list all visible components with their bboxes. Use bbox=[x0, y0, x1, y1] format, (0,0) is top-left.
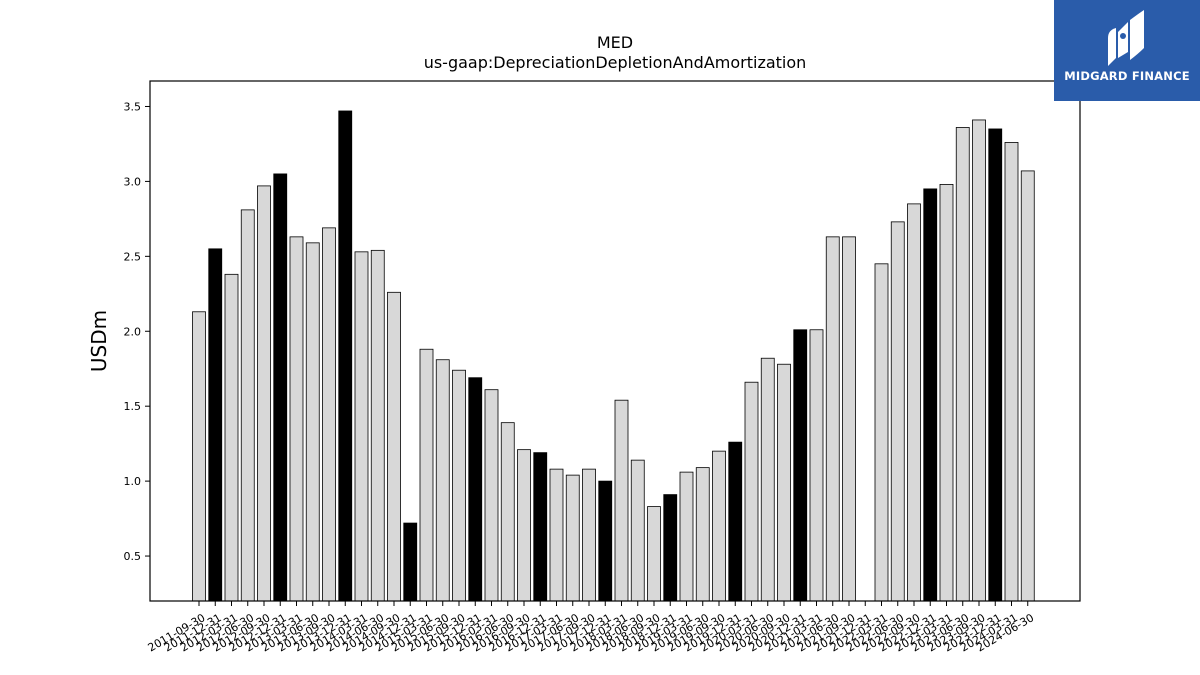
bar-2012-12-31 bbox=[273, 173, 288, 602]
bar-2023-12-31 bbox=[988, 128, 1003, 602]
midgard-finance-logo: MIDGARD FINANCE bbox=[1054, 0, 1200, 101]
bar-2021-09-30 bbox=[842, 236, 856, 602]
bar-2024-06-30 bbox=[1020, 170, 1035, 602]
bar-2021-03-31 bbox=[809, 329, 824, 602]
bar-2019-12-31 bbox=[728, 441, 743, 602]
y-tick-label: 2.5 bbox=[124, 250, 142, 263]
bar-2024-03-31 bbox=[1004, 142, 1019, 602]
bar-2015-09-30 bbox=[452, 369, 466, 602]
bar-2022-09-30 bbox=[907, 203, 921, 602]
y-tick-label: 3.0 bbox=[124, 175, 142, 188]
y-axis: 0.5 1.0 1.5 2.0 2.5 3.0 3.5 bbox=[124, 100, 150, 563]
bar-2011-12-31 bbox=[208, 248, 223, 602]
plot-frame bbox=[149, 80, 1081, 602]
bar-2013-06-30 bbox=[305, 242, 320, 602]
bar-2015-03-31 bbox=[419, 348, 434, 602]
bar-2019-06-30 bbox=[695, 467, 710, 602]
bar-2014-06-30 bbox=[370, 249, 385, 602]
bar-2019-03-31 bbox=[679, 471, 694, 602]
bar-2023-03-31 bbox=[939, 183, 954, 602]
bar-2013-03-31 bbox=[289, 236, 304, 602]
bar-2021-06-30 bbox=[825, 236, 840, 602]
bar-2018-09-30 bbox=[647, 506, 661, 602]
bar-2014-09-30 bbox=[387, 291, 401, 602]
chart-title: MED bbox=[597, 33, 633, 52]
bar-2013-09-30 bbox=[322, 227, 336, 602]
y-tick-label: 1.5 bbox=[124, 400, 142, 413]
bar-2017-12-31 bbox=[598, 480, 613, 602]
y-tick-label: 0.5 bbox=[124, 550, 142, 563]
bar-2017-06-30 bbox=[565, 474, 580, 602]
bar-2015-06-30 bbox=[435, 359, 450, 602]
bar-2012-06-30 bbox=[240, 209, 255, 602]
bar-2018-12-31 bbox=[663, 494, 678, 602]
y-axis-label: USDm bbox=[87, 310, 111, 372]
bars bbox=[192, 110, 1035, 602]
bar-2013-12-31 bbox=[338, 110, 353, 602]
bar-2023-06-30 bbox=[955, 127, 970, 602]
bar-2014-03-31 bbox=[354, 251, 369, 602]
bar-2022-06-30 bbox=[890, 221, 905, 602]
bar-2017-03-31 bbox=[549, 468, 564, 602]
bar-2012-09-30 bbox=[257, 185, 271, 602]
bar-2015-12-31 bbox=[468, 377, 483, 602]
y-tick-label: 1.0 bbox=[124, 475, 142, 488]
midgard-logo-icon bbox=[1108, 10, 1144, 66]
bar-2011-09-30 bbox=[192, 311, 206, 602]
x-axis: 2011-09-302011-12-312012-03-312012-06-30… bbox=[146, 601, 1036, 654]
bar-2017-09-30 bbox=[582, 468, 596, 602]
y-tick-label: 3.5 bbox=[124, 100, 142, 113]
logo-text: MIDGARD FINANCE bbox=[1064, 69, 1190, 83]
y-tick-label: 2.0 bbox=[124, 325, 142, 338]
bar-2016-12-31 bbox=[533, 452, 548, 602]
bar-2022-03-31 bbox=[874, 263, 889, 602]
chart-subtitle: us-gaap:DepreciationDepletionAndAmortiza… bbox=[424, 53, 807, 72]
bar-2016-09-30 bbox=[517, 449, 531, 602]
bar-2020-03-31 bbox=[744, 381, 759, 602]
bar-2020-09-30 bbox=[777, 363, 791, 602]
bar-2022-12-31 bbox=[923, 188, 938, 602]
bar-2019-09-30 bbox=[712, 450, 726, 602]
bar-2020-12-31 bbox=[793, 329, 808, 602]
bar-2023-09-30 bbox=[972, 119, 986, 602]
bar-2016-03-31 bbox=[484, 389, 499, 602]
bar-2016-06-30 bbox=[500, 422, 515, 602]
bar-2020-06-30 bbox=[760, 357, 775, 602]
bar-2018-03-31 bbox=[614, 399, 629, 602]
bar-2014-12-31 bbox=[403, 522, 418, 602]
bar-2012-03-31 bbox=[224, 273, 239, 602]
bar-2018-06-30 bbox=[630, 459, 645, 602]
